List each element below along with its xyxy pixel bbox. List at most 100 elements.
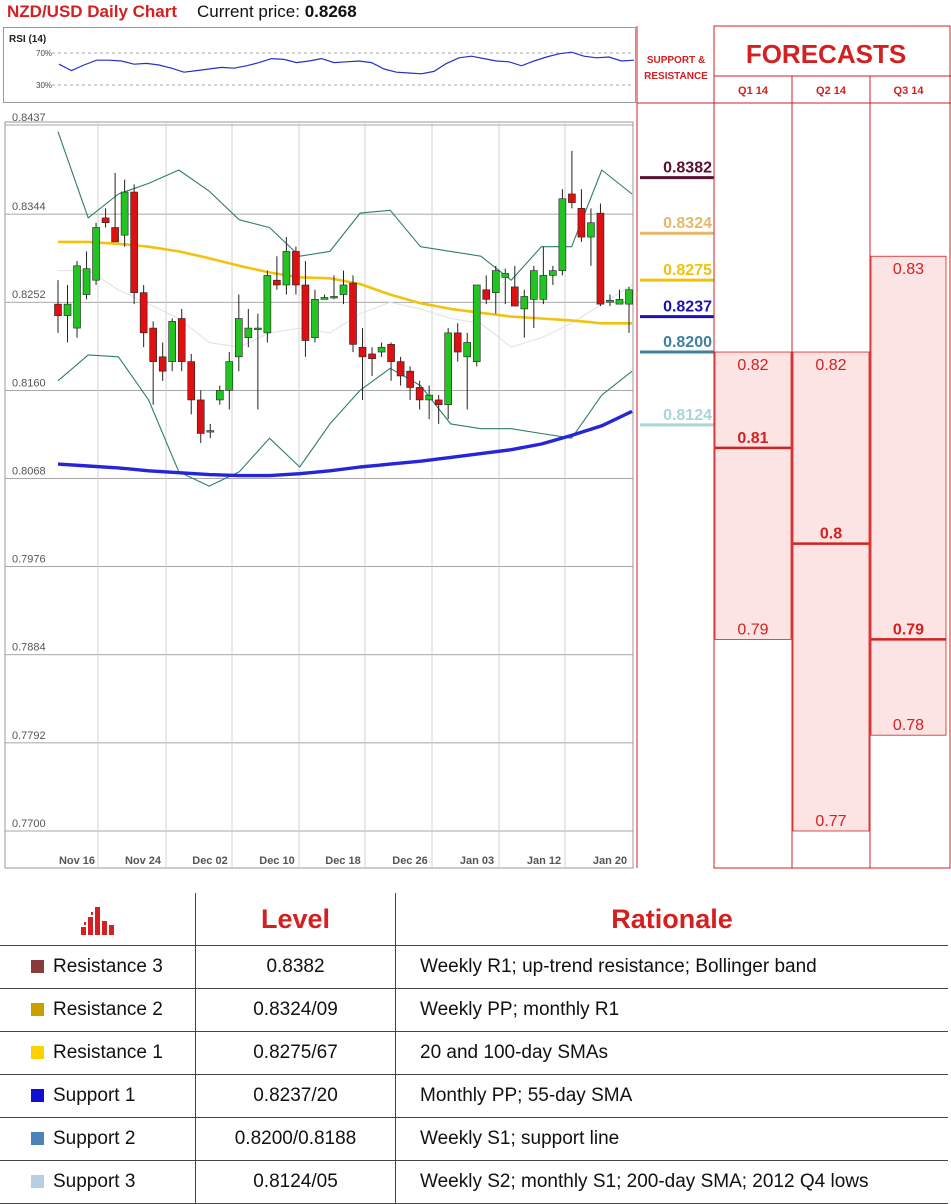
candle xyxy=(472,284,481,367)
level-value: 0.8237/20 xyxy=(195,1074,396,1118)
level-value: 0.8200/0.8188 xyxy=(195,1117,396,1161)
x-tick-label: Dec 10 xyxy=(259,855,294,867)
y-tick-label: 0.7792 xyxy=(12,730,46,742)
candles xyxy=(54,150,633,444)
color-swatch xyxy=(31,1132,44,1145)
level-label: 0.8275 xyxy=(663,262,712,279)
candle xyxy=(292,246,300,295)
rsi-level-label: 70% xyxy=(36,49,52,58)
forecast-low-label: 0.78 xyxy=(893,717,924,734)
level-rationale: Weekly PP; monthly R1 xyxy=(395,988,948,1032)
rsi-line xyxy=(58,51,635,75)
level-label: 0.8324 xyxy=(663,215,712,232)
table-row: Support 2 0.8200/0.8188 Weekly S1; support… xyxy=(0,1117,948,1161)
y-tick-label: 0.7976 xyxy=(12,554,46,566)
rsi-level-label: 30% xyxy=(36,81,52,90)
forecast-column-header: Q3 14 xyxy=(894,85,925,97)
level-name-cell: Support 3 xyxy=(0,1160,196,1204)
candle xyxy=(549,265,557,285)
candle-body-down xyxy=(301,284,310,341)
level-value: 0.8382 xyxy=(195,945,396,989)
forecast-high-label: 0.83 xyxy=(893,261,924,278)
candle xyxy=(444,328,452,420)
level-rationale: 20 and 100-day SMAs xyxy=(395,1031,948,1075)
candle-body-up xyxy=(558,198,567,271)
rsi-panel: RSI (14) 70% 30% xyxy=(3,27,636,103)
chart-header: NZD/USD Daily Chart Current price: 0.826… xyxy=(0,0,630,26)
candle xyxy=(606,294,614,307)
candle-body-up xyxy=(539,275,548,300)
table-header-rationale: Rationale xyxy=(395,893,948,946)
level-label: 0.8237 xyxy=(663,299,712,316)
candle-body-up xyxy=(472,284,481,362)
candle xyxy=(54,280,62,333)
y-axis: 0.8437 0.8344 0.8252 0.8160 0.8068 0.7976 0.78… xyxy=(12,112,46,830)
x-tick-label: Dec 26 xyxy=(392,855,427,867)
bollinger-lower-line xyxy=(57,354,633,487)
candle xyxy=(130,184,138,305)
level-name-cell: Support 1 xyxy=(0,1074,196,1118)
color-swatch xyxy=(31,1089,44,1102)
candle xyxy=(330,275,338,300)
sma-yellow-line xyxy=(58,240,632,325)
candle xyxy=(215,385,224,405)
candle xyxy=(120,179,129,247)
candle-body-up xyxy=(444,332,452,406)
level-name: Resistance 3 xyxy=(53,956,163,977)
candle-body-down xyxy=(387,344,395,362)
candle xyxy=(463,332,472,410)
candle-body-up xyxy=(120,191,129,236)
candle-body-up xyxy=(215,390,224,401)
forecast-range xyxy=(714,351,792,640)
candle-body-down xyxy=(415,387,424,401)
forecast-range xyxy=(792,351,870,832)
candle xyxy=(263,270,272,343)
candle xyxy=(520,289,529,338)
candle xyxy=(349,275,357,353)
table-row: Resistance 2 0.8324/09 Weekly PP; monthly … xyxy=(0,988,948,1032)
candle-body-up xyxy=(82,268,91,295)
candle-body-down xyxy=(596,212,605,305)
candle-body-up xyxy=(254,327,262,330)
candle-body-up xyxy=(235,318,243,358)
candle xyxy=(377,342,386,357)
level-name-cell: Resistance 3 xyxy=(0,945,196,989)
y-tick-label: 0.7700 xyxy=(12,818,46,830)
level-name-cell: Resistance 1 xyxy=(0,1031,196,1075)
candle-body-down xyxy=(273,279,281,286)
candle-body-up xyxy=(549,270,557,276)
candle xyxy=(235,294,243,372)
candle-body-up xyxy=(263,275,272,334)
candle xyxy=(539,246,548,305)
level-name: Support 1 xyxy=(53,1085,136,1106)
plot-frame xyxy=(4,121,634,869)
forecast-median-label: 0.79 xyxy=(893,621,924,638)
forecast-high-label: 0.82 xyxy=(737,357,768,374)
support-resistance-levels: SUPPORT & RESISTANCE 0.8382 0.8324 0.8275 0.8… xyxy=(636,26,951,868)
forecast-frame xyxy=(713,25,951,869)
level-name: Resistance 1 xyxy=(53,1042,163,1063)
candle xyxy=(396,356,405,386)
candle-body-down xyxy=(568,193,576,203)
level-name: Support 2 xyxy=(53,1128,136,1149)
candle-body-up xyxy=(320,297,329,300)
candle-body-up xyxy=(615,299,624,305)
rsi-chart: RSI (14) 70% 30% xyxy=(9,34,635,90)
bollinger-upper-line xyxy=(57,131,633,281)
candle-body-up xyxy=(311,299,319,338)
candle-body-up xyxy=(244,327,253,338)
x-tick-label: Nov 16 xyxy=(59,855,95,867)
candle xyxy=(501,268,510,305)
candle xyxy=(282,237,291,295)
forecast-panel: FORECASTS Q1 14 0.82 0.81 0.79 Q2 14 0.82 0.8 0.… xyxy=(713,25,951,869)
candle xyxy=(434,395,443,424)
forecast-high-label: 0.82 xyxy=(815,357,846,374)
candle xyxy=(368,347,376,376)
candle-body-down xyxy=(292,251,300,286)
candle-body-up xyxy=(73,265,81,329)
candle xyxy=(254,313,262,410)
color-swatch xyxy=(31,1003,44,1016)
level-name-cell: Resistance 2 xyxy=(0,988,196,1032)
y-tick-label: 0.8344 xyxy=(12,201,46,213)
candle xyxy=(587,208,595,266)
